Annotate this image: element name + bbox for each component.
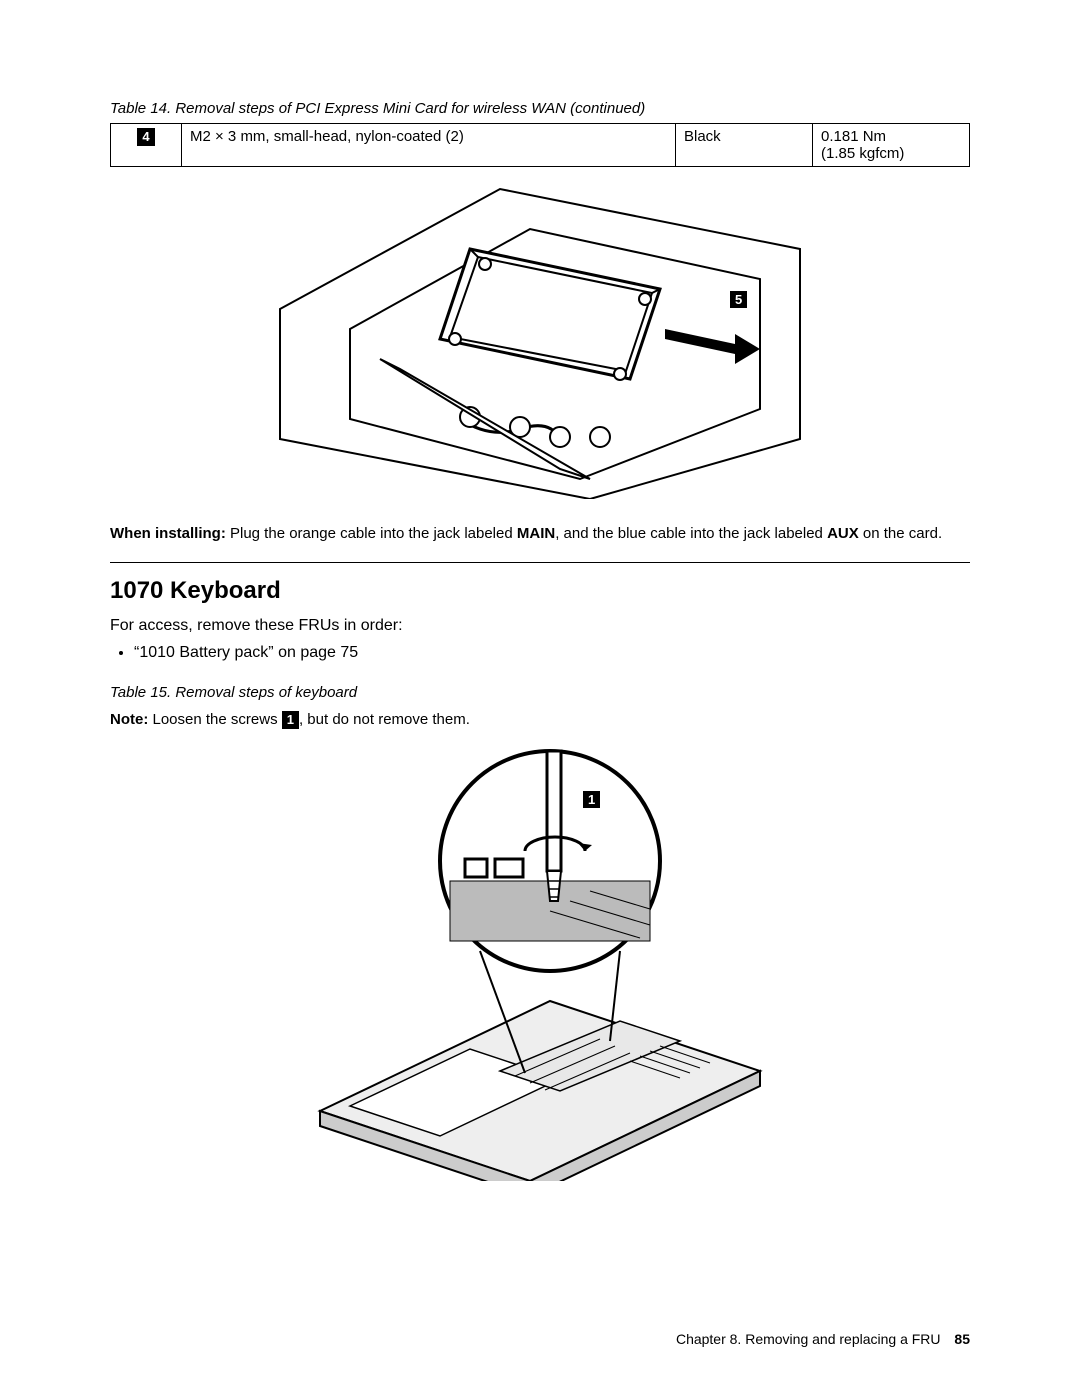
figure-keyboard: 1 <box>110 741 970 1186</box>
note-prefix: Note: <box>110 711 148 728</box>
section-heading: 1070 Keyboard <box>110 577 970 605</box>
table14-step-cell: 4 <box>111 124 182 167</box>
table14: 4 M2 × 3 mm, small-head, nylon-coated (2… <box>110 123 970 167</box>
table14-color-cell: Black <box>676 124 813 167</box>
table-row: 4 M2 × 3 mm, small-head, nylon-coated (2… <box>111 124 970 167</box>
install-note-aux: AUX <box>827 525 859 542</box>
table15-note: Note: Loosen the screws 1, but do not re… <box>110 711 970 729</box>
torque-nm: 0.181 Nm <box>821 128 886 145</box>
list-item: “1010 Battery pack” on page 75 <box>134 642 970 664</box>
figure-wrap: 5 <box>260 179 820 504</box>
install-note-body-2: , and the blue cable into the jack label… <box>555 525 827 542</box>
torque-kgfcm: (1.85 kgfcm) <box>821 145 904 162</box>
table14-caption: Table 14. Removal steps of PCI Express M… <box>110 100 970 117</box>
footer-chapter: Chapter 8. Removing and replacing a FRU <box>676 1331 941 1347</box>
table15-caption: Table 15. Removal steps of keyboard <box>110 684 970 701</box>
fru-list: “1010 Battery pack” on page 75 <box>110 642 970 664</box>
section-lead: For access, remove these FRUs in order: <box>110 615 970 637</box>
section-divider <box>110 562 970 563</box>
install-note-main: MAIN <box>517 525 555 542</box>
note-step-box: 1 <box>282 711 299 729</box>
install-note: When installing: Plug the orange cable i… <box>110 524 970 544</box>
callout-1: 1 <box>583 791 600 808</box>
install-note-prefix: When installing: <box>110 525 226 542</box>
callout-5: 5 <box>730 291 747 308</box>
table14-desc-cell: M2 × 3 mm, small-head, nylon-coated (2) <box>182 124 676 167</box>
footer-page-number: 85 <box>954 1331 970 1347</box>
keyboard-diagram <box>300 741 780 1181</box>
manual-page: Table 14. Removal steps of PCI Express M… <box>0 0 1080 1397</box>
figure-wrap: 1 <box>300 741 780 1186</box>
pci-card-diagram <box>260 179 820 499</box>
note-body-2: , but do not remove them. <box>299 711 470 728</box>
page-footer: Chapter 8. Removing and replacing a FRU … <box>676 1331 970 1347</box>
install-note-body-3: on the card. <box>859 525 942 542</box>
note-body-1: Loosen the screws <box>148 711 281 728</box>
figure-pci-card: 5 <box>110 179 970 504</box>
step-number-box: 4 <box>137 128 154 146</box>
table14-torque-cell: 0.181 Nm (1.85 kgfcm) <box>813 124 970 167</box>
install-note-body-1: Plug the orange cable into the jack labe… <box>226 525 517 542</box>
